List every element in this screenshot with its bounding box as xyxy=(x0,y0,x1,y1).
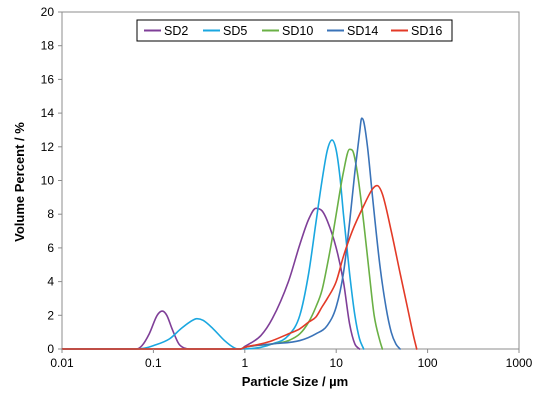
y-tick-label: 18 xyxy=(41,39,55,53)
y-tick-label: 6 xyxy=(47,241,54,255)
legend-label-sd14: SD14 xyxy=(347,24,378,38)
legend-label-sd16: SD16 xyxy=(411,24,442,38)
y-tick-label: 20 xyxy=(41,5,55,19)
y-tick-label: 10 xyxy=(41,174,55,188)
series-line-sd2 xyxy=(61,207,361,350)
series-line-sd10 xyxy=(61,148,384,350)
legend-label-sd5: SD5 xyxy=(223,24,247,38)
x-tick-label: 0.01 xyxy=(50,356,74,370)
x-tick-label: 0.1 xyxy=(145,356,162,370)
x-tick-label: 100 xyxy=(418,356,438,370)
legend-label-sd2: SD2 xyxy=(164,24,188,38)
y-tick-label: 4 xyxy=(47,275,54,289)
x-axis-title: Particle Size / µm xyxy=(242,374,348,389)
legend-box xyxy=(136,19,453,42)
y-tick-label: 14 xyxy=(41,106,55,120)
x-tick-label: 1000 xyxy=(506,356,533,370)
y-tick-label: 12 xyxy=(41,140,55,154)
y-tick-label: 16 xyxy=(41,72,55,86)
series-line-sd5 xyxy=(61,139,365,350)
series-line-sd14 xyxy=(61,117,401,350)
legend-label-sd10: SD10 xyxy=(282,24,313,38)
x-tick-label: 10 xyxy=(330,356,344,370)
y-tick-label: 8 xyxy=(47,207,54,221)
y-tick-label: 0 xyxy=(47,342,54,356)
y-tick-label: 2 xyxy=(47,308,54,322)
series-line-sd16 xyxy=(61,184,418,350)
y-axis-title: Volume Percent / % xyxy=(12,122,27,242)
plot-area xyxy=(61,11,520,350)
x-tick-label: 1 xyxy=(241,356,248,370)
